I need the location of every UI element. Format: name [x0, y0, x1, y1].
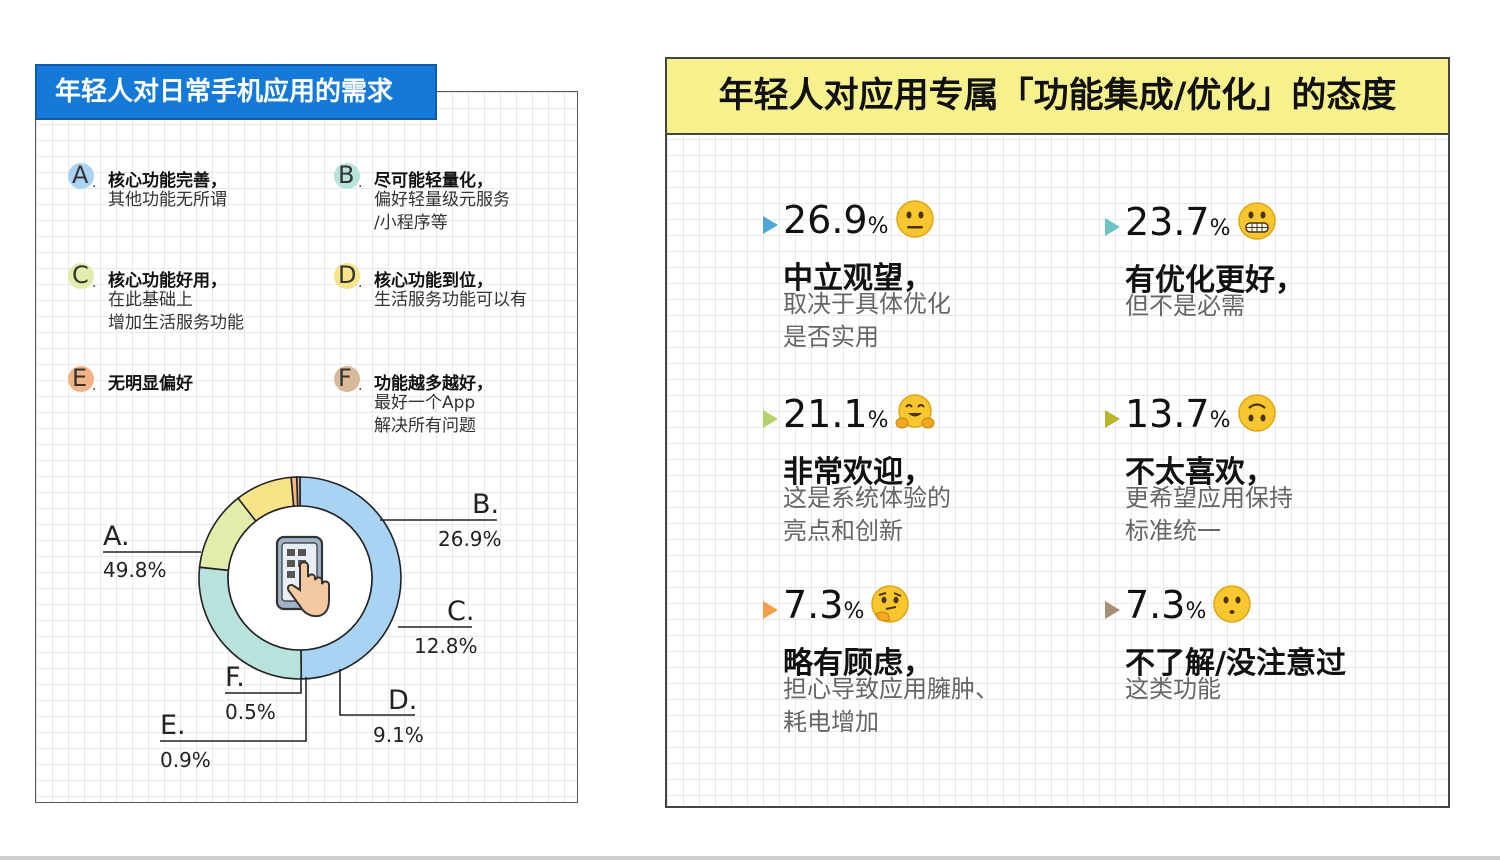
right-title: 年轻人对应用专属「功能集成/优化」的态度 [665, 57, 1450, 135]
value-a: 49.8% [103, 558, 167, 582]
option-f-circle [334, 366, 360, 392]
option-a-sub: 其他功能无所谓 [108, 190, 227, 210]
option-e-circle [68, 366, 94, 392]
option-b-letter: B [338, 161, 355, 189]
left-title: 年轻人对日常手机应用的需求 [35, 64, 437, 120]
attitude-sub: 但不是必需 [1125, 292, 1245, 320]
attitude-head: 非常欢迎， [783, 455, 933, 490]
option-d-head: 核心功能到位， [374, 271, 493, 291]
donut-slice-f [296, 476, 301, 507]
upside-down-face-icon [1238, 394, 1276, 432]
attitude-sub: 担心导致应用臃肿、 [783, 675, 999, 703]
attitude-sub: 是否实用 [783, 323, 879, 351]
thinking-face-icon [871, 585, 909, 623]
value-d: 9.1% [373, 723, 424, 747]
option-f-letter: F [338, 364, 352, 392]
attitude-sub: 这是系统体验的 [783, 484, 951, 512]
triangle-marker-icon [1105, 218, 1120, 236]
attitude-value: 21.1 [783, 392, 868, 436]
option-a-circle [68, 163, 94, 189]
option-b-circle [334, 163, 360, 189]
attitude-value: 7.3 [783, 583, 844, 627]
option-c-circle [68, 263, 94, 289]
value-b: 26.9% [438, 527, 502, 551]
value-c: 12.8% [414, 634, 478, 658]
hugging-face-icon [895, 394, 935, 429]
triangle-marker-icon [1105, 410, 1120, 428]
right-panel [665, 57, 1450, 808]
option-c-sub: 在此基础上 [108, 290, 193, 310]
option-c-head: 核心功能好用， [108, 271, 227, 291]
left-panel [35, 91, 578, 803]
attitude-value: 13.7 [1125, 392, 1210, 436]
attitude-head: 不了解/没注意过 [1125, 646, 1346, 681]
neutral-face-icon [896, 200, 934, 238]
option-e-letter: E [72, 364, 88, 392]
option-f-head: 功能越多越好， [374, 374, 493, 394]
hushed-face-icon [1213, 585, 1251, 623]
label-d: D. [388, 685, 417, 716]
option-e-head: 无明显偏好 [108, 374, 193, 394]
option-b-head: 尽可能轻量化， [374, 171, 493, 191]
attitude-sub: 亮点和创新 [783, 517, 903, 545]
attitude-sub: 更希望应用保持 [1125, 484, 1293, 512]
bottom-divider [0, 856, 1500, 860]
label-a: A. [103, 521, 130, 552]
label-b: B. [472, 489, 499, 520]
attitude-sub: 取决于具体优化 [783, 290, 951, 318]
option-d-circle [334, 263, 360, 289]
option-a-letter: A [72, 161, 89, 189]
attitude-sub: 标准统一 [1125, 517, 1221, 545]
attitude-value: 26.9 [783, 198, 868, 242]
grimacing-face-icon [1238, 202, 1276, 240]
attitude-head: 有优化更好， [1125, 263, 1305, 298]
attitude-sub: 耗电增加 [783, 708, 879, 736]
label-c: C. [447, 596, 474, 627]
attitude-head: 略有顾虑， [783, 646, 933, 681]
option-d-letter: D [338, 261, 357, 289]
leader-f [225, 677, 302, 694]
triangle-marker-icon [763, 601, 778, 619]
option-f-sub: 最好一个App [374, 393, 476, 413]
option-c-letter: C [72, 261, 89, 289]
attitude-value: 23.7 [1125, 200, 1210, 244]
label-f: F. [225, 662, 245, 693]
triangle-marker-icon [763, 216, 778, 234]
leader-e [160, 677, 307, 742]
option-f-sub: 解决所有问题 [374, 416, 476, 436]
option-a-head: 核心功能完善， [108, 171, 227, 191]
phone-hand-icon [275, 535, 330, 618]
option-b-sub: /小程序等 [374, 213, 448, 233]
option-c-sub: 增加生活服务功能 [108, 313, 244, 333]
attitude-sub: 这类功能 [1125, 675, 1221, 703]
label-e: E. [160, 710, 186, 741]
triangle-marker-icon [1105, 601, 1120, 619]
attitude-head: 中立观望， [783, 261, 933, 296]
triangle-marker-icon [763, 410, 778, 428]
value-f: 0.5% [225, 700, 276, 724]
attitude-head: 不太喜欢， [1125, 455, 1275, 490]
value-e: 0.9% [160, 748, 211, 772]
attitude-value: 7.3 [1125, 583, 1186, 627]
option-d-sub: 生活服务功能可以有 [374, 290, 527, 310]
option-b-sub: 偏好轻量级元服务 [374, 190, 510, 210]
leader-d [339, 669, 415, 716]
